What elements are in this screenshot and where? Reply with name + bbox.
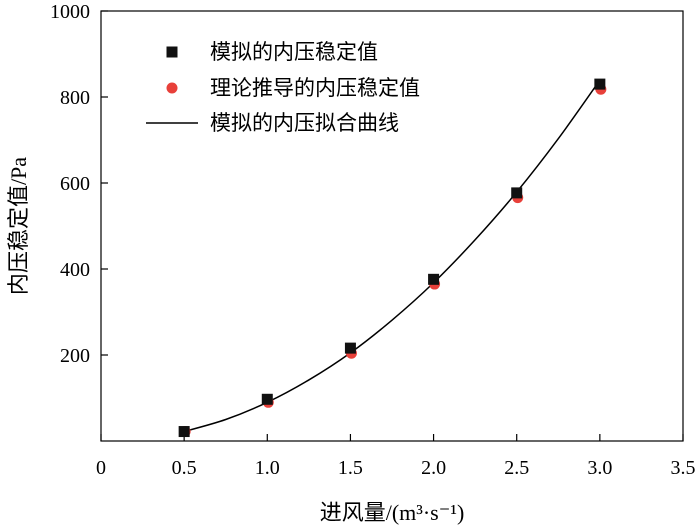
x-axis-title: 进风量/(m³·s⁻¹): [320, 500, 465, 525]
simulated-point: [511, 187, 523, 199]
legend-square-marker: [166, 46, 178, 58]
x-tick-label: 2.0: [421, 457, 446, 479]
x-tick-label: 3.5: [671, 457, 696, 479]
legend-label: 模拟的内压拟合曲线: [210, 111, 399, 135]
simulated-point: [261, 393, 273, 405]
x-tick-label: 1.0: [255, 457, 280, 479]
fit-curve: [183, 79, 601, 433]
y-axis-title: 内压稳定值/Pa: [6, 157, 31, 295]
x-tick-label: 3.0: [587, 457, 612, 479]
legend-circle-marker: [166, 82, 178, 94]
legend-label: 模拟的内压稳定值: [210, 40, 378, 64]
y-tick-label: 600: [60, 173, 90, 195]
x-tick-label: 0: [96, 457, 106, 479]
x-tick-label: 1.5: [338, 457, 363, 479]
simulated-point: [428, 273, 440, 285]
legend-label: 理论推导的内压稳定值: [210, 76, 420, 100]
y-tick-label: 800: [60, 87, 90, 109]
simulated-point: [178, 426, 190, 438]
x-tick-label: 0.5: [172, 457, 197, 479]
y-tick-label: 400: [60, 259, 90, 281]
x-tick-label: 2.5: [504, 457, 529, 479]
simulated-point: [344, 342, 356, 354]
simulated-point: [594, 78, 606, 90]
y-tick-label: 200: [60, 345, 90, 367]
y-tick-label: 1000: [50, 1, 90, 23]
plot-frame: [100, 10, 684, 442]
